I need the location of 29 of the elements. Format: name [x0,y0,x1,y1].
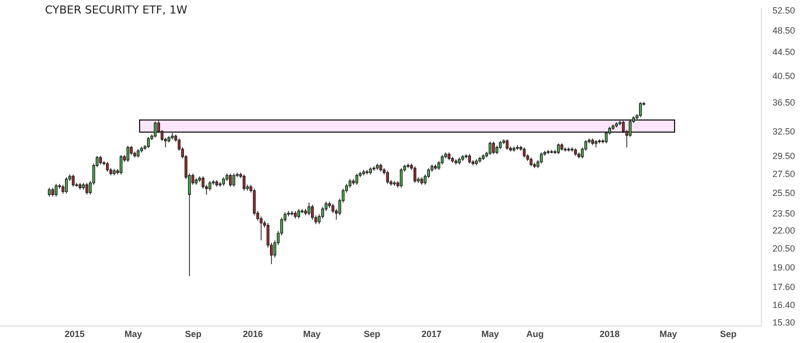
x-tick-label: May [659,329,678,340]
y-tick-label: 40.50 [772,70,796,81]
x-tick-label: 2018 [600,329,620,340]
x-tick-label: Sep [720,329,738,340]
y-tick-label: 27.50 [772,168,796,179]
x-tick-label: Sep [364,329,381,340]
x-tick-label: May [124,329,142,340]
y-tick-label: 17.60 [772,282,796,292]
x-tick-label: 2015 [64,329,85,340]
y-tick-label: 29.50 [772,151,796,162]
x-tick-label: Aug [526,329,544,340]
y-tick-label: 16.40 [772,300,796,310]
chart-title: CYBER SECURITY ETF, 1W [45,3,188,16]
x-tick-label: 2016 [242,329,263,340]
x-tick-label: Sep [185,329,202,340]
y-tick-label: 15.30 [772,317,796,328]
y-tick-label: 23.50 [772,208,796,219]
x-tick-label: 2017 [421,329,442,340]
y-tick-label: 44.50 [772,47,796,58]
y-tick-label: 19.00 [772,262,796,273]
y-tick-label: 36.50 [772,97,796,108]
x-tick-label: May [481,329,499,340]
y-tick-label: 20.50 [772,243,796,254]
y-tick-label: 25.50 [772,188,796,198]
y-tick-label: 48.50 [772,25,796,36]
y-tick-label: 22.00 [772,225,796,236]
y-tick-label: 52.50 [772,5,796,16]
x-tick-label: May [303,329,321,340]
y-tick-label: 32.50 [772,126,796,137]
